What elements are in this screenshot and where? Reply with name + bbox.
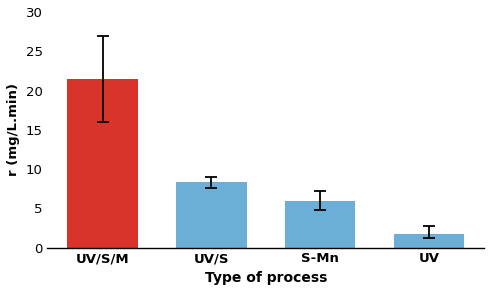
- X-axis label: Type of process: Type of process: [205, 271, 327, 285]
- Y-axis label: r (mg/L.min): r (mg/L.min): [7, 83, 20, 176]
- Bar: [393, 234, 464, 248]
- Bar: [176, 182, 246, 248]
- Bar: [67, 79, 138, 248]
- Bar: [285, 201, 355, 248]
